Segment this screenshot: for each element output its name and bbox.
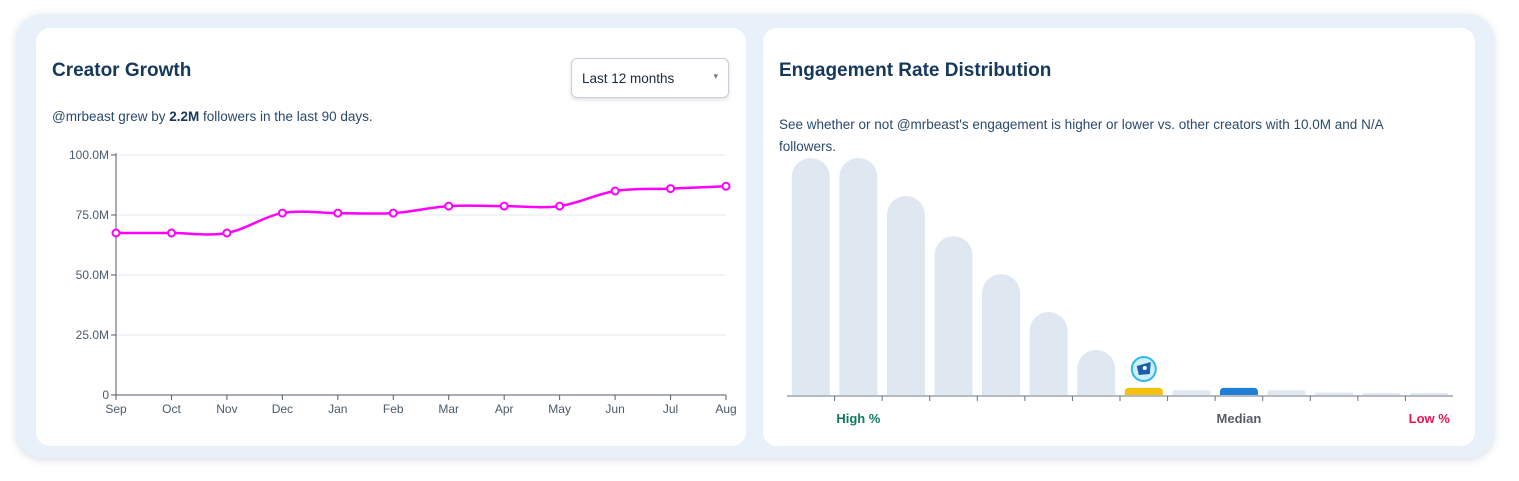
distribution-bar <box>839 158 878 395</box>
growth-amount: 2.2M <box>169 109 200 124</box>
x-tick-label: Apr <box>495 402 514 416</box>
data-point <box>721 181 731 191</box>
avatar-eye <box>1142 366 1147 370</box>
time-range-value: Last 12 months <box>582 71 675 86</box>
data-point <box>555 201 565 211</box>
x-tick-label: Aug <box>715 402 736 416</box>
distribution-bar <box>982 274 1021 395</box>
distribution-bar <box>1172 390 1211 395</box>
distribution-bar <box>1315 392 1354 395</box>
data-point <box>277 208 287 218</box>
data-point <box>666 184 676 194</box>
data-point <box>166 228 176 238</box>
x-tick-label: Sep <box>105 402 127 416</box>
engagement-title: Engagement Rate Distribution <box>779 60 1052 81</box>
x-tick-label: Jul <box>663 402 678 416</box>
growth-summary: @mrbeast grew by 2.2M followers in the l… <box>52 106 373 128</box>
x-tick-label: May <box>548 402 571 416</box>
growth-summary-suffix: followers in the last 90 days. <box>199 109 373 124</box>
data-point <box>333 208 343 218</box>
distribution-bar <box>934 236 973 395</box>
x-tick-label: Dec <box>272 402 293 416</box>
distribution-bar <box>1410 393 1449 395</box>
x-tick-label: Feb <box>383 402 404 416</box>
engagement-bar-chart: High % Median Low % <box>787 158 1453 426</box>
distribution-bar <box>1267 390 1306 395</box>
growth-summary-prefix: @mrbeast grew by <box>52 109 170 124</box>
distribution-bar <box>1077 349 1116 395</box>
x-tick-label: Jun <box>605 402 624 416</box>
y-tick-label: 0 <box>102 388 109 402</box>
data-point <box>222 228 232 238</box>
distribution-axis-label: Median <box>1217 411 1262 426</box>
x-tick-label: Mar <box>438 402 459 416</box>
x-tick-label: Oct <box>162 402 181 416</box>
y-tick-label: 25.0M <box>76 328 109 342</box>
dashboard-panel: Creator Growth @mrbeast grew by 2.2M fol… <box>16 14 1494 458</box>
distribution-bar <box>886 195 925 395</box>
y-tick-label: 75.0M <box>76 208 109 222</box>
series-line <box>116 184 727 236</box>
distribution-bar <box>1029 312 1068 395</box>
mrbeast-avatar-icon <box>1130 356 1157 382</box>
growth-line-chart: 0 25.0M 50.0M 75.0M 100.0M Sep Oct Nov Dec Jan Feb… <box>69 148 737 416</box>
median-bar <box>1219 387 1258 395</box>
engagement-distribution-card: Engagement Rate Distribution See whether… <box>763 28 1475 446</box>
y-tick-label: 50.0M <box>76 268 109 282</box>
distribution-axis-label: Low % <box>1409 411 1451 426</box>
data-point <box>499 201 509 211</box>
data-point <box>111 228 121 238</box>
distribution-bar <box>1362 393 1401 395</box>
data-point <box>610 186 620 196</box>
y-tick-label: 100.0M <box>69 148 109 162</box>
creator-bar <box>1124 387 1163 395</box>
creator-growth-card: Creator Growth @mrbeast grew by 2.2M fol… <box>36 28 746 446</box>
data-point <box>388 208 398 218</box>
chevron-down-icon: ▾ <box>713 71 718 81</box>
data-point <box>444 201 454 211</box>
distribution-bar <box>791 158 830 395</box>
x-tick-label: Jan <box>328 402 347 416</box>
x-tick-label: Nov <box>216 402 237 416</box>
engagement-description: See whether or not @mrbeast's engagement… <box>779 117 1383 154</box>
distribution-axis-label: High % <box>836 411 880 426</box>
creator-growth-title: Creator Growth <box>52 60 192 81</box>
time-range-select[interactable]: Last 12 months ▾ <box>571 58 729 98</box>
